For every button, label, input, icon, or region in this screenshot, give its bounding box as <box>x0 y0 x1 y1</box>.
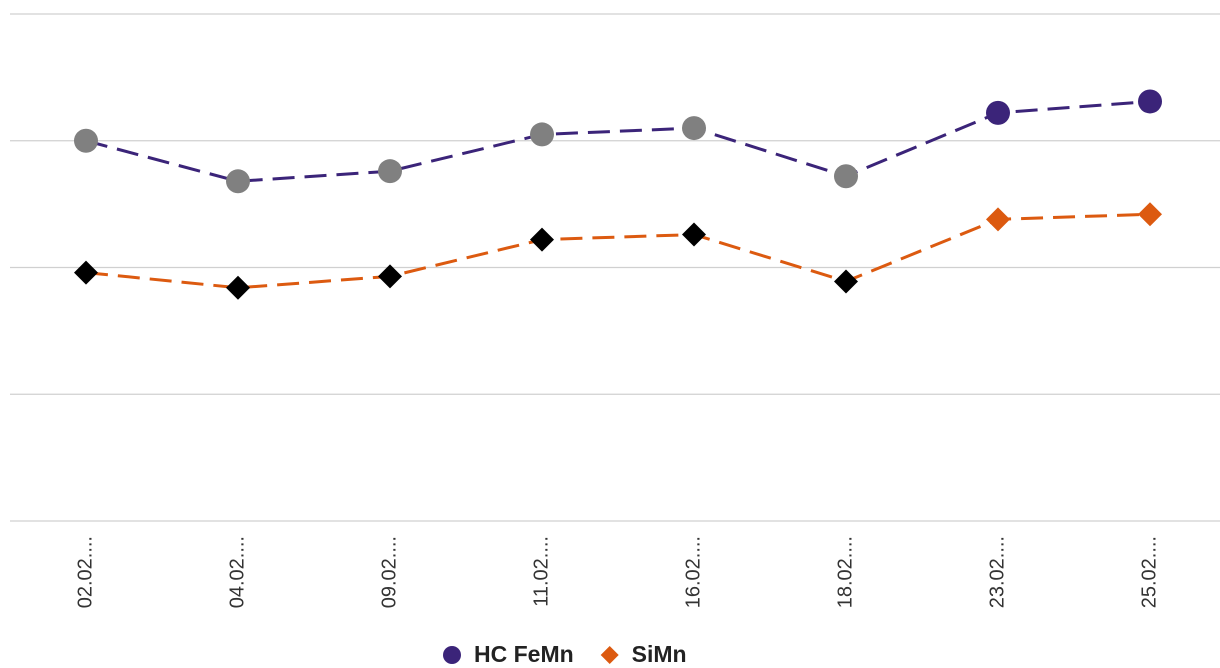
point <box>378 159 402 184</box>
point <box>834 269 858 294</box>
point <box>226 169 250 194</box>
series-line <box>85 212 1151 290</box>
point <box>834 164 858 189</box>
point <box>682 116 706 141</box>
series-line <box>85 99 1151 183</box>
point <box>226 275 250 300</box>
x-tick-label: 25.02.... <box>1138 536 1160 608</box>
point <box>74 260 98 285</box>
legend-marker <box>600 646 619 664</box>
point <box>1138 202 1162 227</box>
point <box>1138 89 1162 114</box>
x-tick-label: 11.02.... <box>530 536 552 607</box>
point <box>378 264 402 289</box>
x-tick-label: 23.02.... <box>986 536 1008 608</box>
x-tick-label: 02.02.... <box>74 536 96 608</box>
point <box>986 207 1010 232</box>
point <box>682 222 706 247</box>
legend-label: HC FeMn <box>474 641 574 667</box>
x-tick-label: 18.02.... <box>834 536 856 608</box>
legend-label: SiMn <box>632 641 687 667</box>
point <box>530 227 554 252</box>
point <box>530 122 554 147</box>
point <box>986 100 1010 125</box>
x-tick-label: 09.02.... <box>378 536 400 608</box>
x-tick-label: 16.02.... <box>682 536 704 608</box>
x-tick-label: 04.02.... <box>226 536 248 608</box>
legend-marker <box>443 646 461 664</box>
point <box>74 128 98 153</box>
